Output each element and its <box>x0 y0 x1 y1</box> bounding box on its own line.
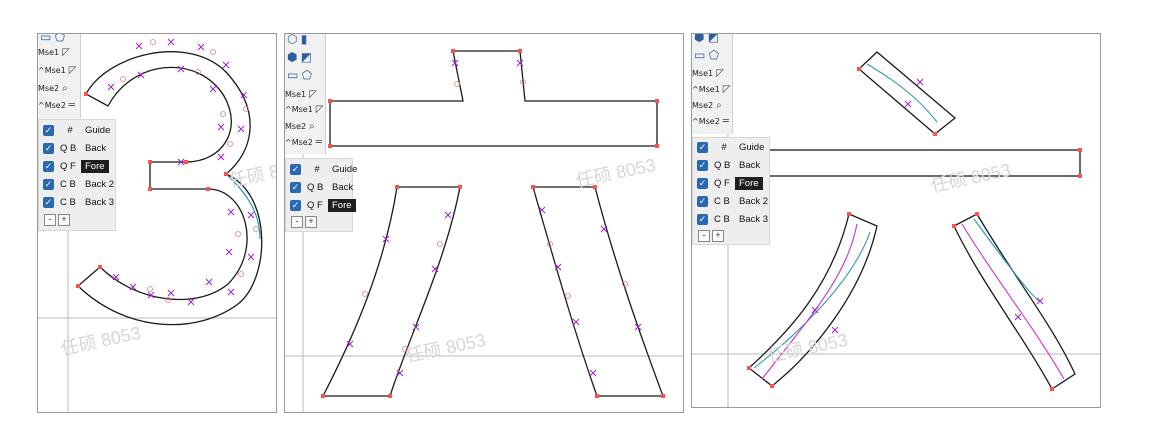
layer-row-back-3[interactable]: ✓ C B Back 3 <box>43 196 115 208</box>
layer-row-fore[interactable]: ✓ Q F Fore <box>39 157 109 175</box>
add-layer-button[interactable]: + <box>712 230 724 242</box>
pointer-icon: ◸ <box>722 84 731 95</box>
tool-row[interactable]: Mse1 ◸ <box>285 89 317 100</box>
tool-palette: ⬡ ▮ ⬢ ◩ ▭ ⬠ Mse1 ◸ ^Mse1 ◸ Mse2 ⌕ ^Mse2 ═ <box>285 34 326 154</box>
glyph-panel-three: ▭ ⬠ Mse1 ◸ ^Mse1 ◸ Mse2 ⌕ ^Mse2 ═ ✓ # Guide ✓ Q… <box>37 33 277 413</box>
tool-row[interactable]: ^Mse2 ═ <box>692 116 729 127</box>
glyph-outline <box>747 51 1081 390</box>
remove-layer-button[interactable]: - <box>291 216 303 228</box>
add-layer-button[interactable]: + <box>305 216 317 228</box>
checkbox-icon[interactable]: ✓ <box>697 195 708 207</box>
layer-buttons: - + <box>44 214 70 226</box>
checkbox-icon[interactable]: ✓ <box>697 213 708 225</box>
checkbox-icon[interactable]: ✓ <box>43 160 54 172</box>
layers-palette: ✓ # Guide ✓ Q B Back ✓ Q F Fore ✓ C B Back 2 ✓ C … <box>692 137 770 245</box>
on-curve-points <box>747 67 1082 391</box>
layer-row-back-3[interactable]: ✓ C B Back 3 <box>697 213 769 225</box>
layer-row-guide[interactable]: ✓ # Guide <box>290 163 358 175</box>
layer-row-back-2[interactable]: ✓ C B Back 2 <box>43 178 115 190</box>
layers-palette: ✓ # Guide ✓ Q B Back ✓ Q F Fore ✓ C B Back 2 ✓ C … <box>38 119 116 231</box>
pointer-icon: ◸ <box>68 65 77 76</box>
off-curve-points <box>120 39 259 303</box>
tool-row[interactable]: Mse1 ◸ <box>692 68 724 79</box>
checkbox-icon[interactable]: ✓ <box>43 178 54 190</box>
layers-palette: ✓ # Guide ✓ Q B Back ✓ Q F Fore - + <box>285 158 357 232</box>
glyph-outline <box>77 51 263 326</box>
checkbox-icon[interactable]: ✓ <box>290 199 301 211</box>
remove-layer-button[interactable]: - <box>698 230 710 242</box>
layer-row-guide[interactable]: ✓ # Guide <box>43 124 111 136</box>
glyph-canvas-two[interactable] <box>285 34 684 413</box>
tool-row[interactable]: ^Mse1 ◸ <box>692 84 731 95</box>
shape-tools-icon[interactable]: ⬡ ▮ <box>287 33 308 46</box>
glyph-canvas-three[interactable] <box>38 34 277 413</box>
glyph-panel-two: ⬡ ▮ ⬢ ◩ ▭ ⬠ Mse1 ◸ ^Mse1 ◸ Mse2 ⌕ ^Mse2 ═ ✓ #… <box>284 33 684 413</box>
layer-buttons: - + <box>291 216 317 228</box>
hint-markers <box>811 78 1044 334</box>
tool-row[interactable]: ^Mse2 ═ <box>38 100 75 111</box>
tool-row[interactable]: Mse2 ⌕ <box>285 121 315 132</box>
layer-row-back[interactable]: ✓ Q B Back <box>43 142 107 154</box>
tool-row[interactable]: ^Mse1 ◸ <box>38 65 77 76</box>
remove-layer-button[interactable]: - <box>44 214 56 226</box>
layer-row-guide[interactable]: ✓ # Guide <box>697 141 765 153</box>
layer-buttons: - + <box>698 230 724 242</box>
glyph-panel-strokes: ⬢ ◩ ▭ ⬠ Mse1 ◸ ^Mse1 ◸ Mse2 ⌕ ^Mse2 ═ ✓ # Guid… <box>691 33 1101 408</box>
tool-row[interactable]: Mse1 ◸ <box>38 47 70 58</box>
add-layer-button[interactable]: + <box>58 214 70 226</box>
tool-row[interactable]: Mse2 ⌕ <box>692 100 722 111</box>
on-curve-points <box>76 92 228 288</box>
layer-row-fore[interactable]: ✓ Q F Fore <box>693 174 763 192</box>
magnify-icon: ⌕ <box>62 83 68 94</box>
glyph-outline <box>321 50 664 397</box>
on-curve-points <box>321 49 665 398</box>
shape-tools-icon[interactable]: ▭ ⬠ <box>40 33 66 44</box>
tool-row[interactable]: Mse2 ⌕ <box>38 83 68 94</box>
magnify-icon: ⌕ <box>309 121 315 132</box>
cube-tools-icon[interactable]: ⬢ ◩ <box>287 50 313 64</box>
tool-row[interactable]: ^Mse2 ═ <box>285 137 322 148</box>
checkbox-icon[interactable]: ✓ <box>290 181 301 193</box>
layer-row-back[interactable]: ✓ Q B Back <box>697 159 761 171</box>
layer-row-back-2[interactable]: ✓ C B Back 2 <box>697 195 769 207</box>
tool-palette: ⬢ ◩ ▭ ⬠ Mse1 ◸ ^Mse1 ◸ Mse2 ⌕ ^Mse2 ═ <box>692 34 733 134</box>
layer-row-back[interactable]: ✓ Q B Back <box>290 181 354 193</box>
hint-markers <box>346 59 642 377</box>
shape-tools-icon[interactable]: ▭ ⬠ <box>287 68 313 82</box>
checkbox-icon[interactable]: ✓ <box>290 163 301 175</box>
shape-tools-icon[interactable]: ▭ ⬠ <box>694 48 720 62</box>
magnify-icon: ⌕ <box>716 100 722 111</box>
checkbox-icon[interactable]: ✓ <box>697 159 708 171</box>
checkbox-icon[interactable]: ✓ <box>43 124 54 136</box>
ruler-icon: ═ <box>315 137 322 148</box>
checkbox-icon[interactable]: ✓ <box>43 142 54 154</box>
ruler-icon: ═ <box>722 116 729 127</box>
checkbox-icon[interactable]: ✓ <box>43 196 54 208</box>
off-curve-points <box>362 79 628 352</box>
tool-row[interactable]: ^Mse1 ◸ <box>285 104 324 115</box>
pointer-icon: ◸ <box>309 89 317 100</box>
ruler-icon: ═ <box>68 100 75 111</box>
checkbox-icon[interactable]: ✓ <box>697 141 708 153</box>
layer-row-fore[interactable]: ✓ Q F Fore <box>286 196 356 214</box>
pointer-icon: ◸ <box>716 68 724 79</box>
hint-markers <box>107 38 255 306</box>
pointer-icon: ◸ <box>315 104 324 115</box>
pointer-icon: ◸ <box>62 47 70 58</box>
checkbox-icon[interactable]: ✓ <box>697 177 708 189</box>
cube-tools-icon[interactable]: ⬢ ◩ <box>694 33 720 44</box>
